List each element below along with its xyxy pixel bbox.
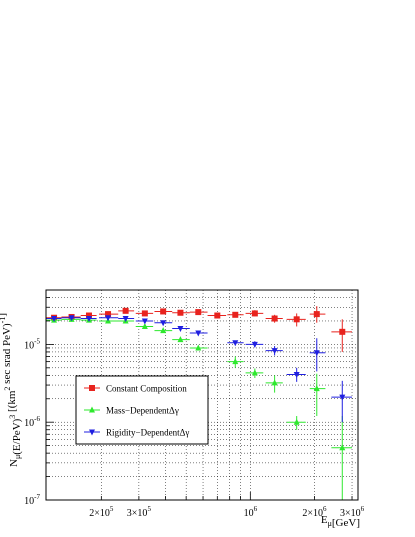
data-point (232, 358, 239, 365)
legend-label: Mass−DependentΔγ (106, 406, 179, 416)
data-point (177, 309, 184, 316)
x-tick-label-exp: 6 (323, 505, 327, 513)
series-layer (46, 306, 353, 500)
data-point (339, 444, 346, 451)
data-point (177, 326, 184, 333)
series-3 (46, 315, 353, 423)
y-tick-label: 10-5 (24, 337, 40, 351)
data-point (160, 327, 167, 334)
x-tick-label-base: 2×10 (89, 508, 110, 519)
data-point (85, 312, 92, 319)
x-tick-label-base: 3×10 (340, 508, 361, 519)
data-point (293, 316, 300, 323)
data-point (141, 318, 148, 325)
x-tick-label-base: 10 (244, 508, 254, 519)
y-tick-label-base: 10 (24, 496, 34, 507)
x-tick-label: 2×106 (302, 505, 327, 519)
data-point (251, 310, 258, 317)
data-point (232, 311, 239, 318)
series-1 (46, 306, 353, 352)
x-tick-label: 3×106 (340, 505, 365, 519)
x-tick-label-exp: 5 (110, 505, 114, 513)
legend: Constant Composition Mass−DependentΔγ Rigi… (75, 375, 209, 445)
y-tick-label: 10-6 (24, 415, 40, 429)
x-tick-label: 3×105 (127, 505, 152, 519)
x-tick-label: 2×105 (89, 505, 114, 519)
data-point (313, 350, 320, 357)
data-point (141, 310, 148, 317)
y-tick-label-base: 10 (24, 418, 34, 429)
x-tick-label: 106 (244, 505, 258, 519)
data-point (293, 418, 300, 425)
x-axis-label: Eμ[GeV] (321, 514, 360, 529)
data-point (313, 311, 320, 318)
x-tick-label-exp: 5 (147, 505, 151, 513)
legend-marker (89, 429, 95, 436)
y-tick-label-base: 10 (24, 340, 34, 351)
legend-label: Constant Composition (106, 384, 187, 394)
data-point (313, 385, 320, 392)
data-point (177, 336, 184, 343)
data-point (141, 322, 148, 329)
data-point (251, 341, 258, 348)
data-point (105, 315, 112, 322)
data-point (122, 316, 129, 323)
x-tick-label-base: 2×10 (302, 508, 323, 519)
data-point (232, 340, 239, 347)
y-axis-label: Nμ(E/PeV)3 [(km2 sec srad PeV)-1] (0, 313, 23, 467)
data-point (122, 307, 129, 314)
legend-marker (89, 385, 95, 391)
y-tick-label-exp: -7 (34, 493, 40, 501)
data-point (251, 369, 258, 376)
y-tick-label-exp: -6 (34, 415, 40, 423)
data-point (160, 320, 167, 327)
data-point (293, 372, 300, 379)
data-point (271, 348, 278, 355)
data-point (85, 316, 92, 323)
data-point (339, 328, 346, 335)
data-point (68, 315, 75, 322)
data-point (51, 316, 58, 323)
data-point (105, 311, 112, 318)
y-tick-label: 10-7 (24, 493, 40, 507)
data-point (160, 308, 167, 315)
data-point (195, 330, 202, 337)
x-tick-label-exp: 6 (254, 505, 258, 513)
data-point (214, 312, 221, 319)
data-point (195, 309, 202, 316)
data-point (195, 344, 202, 351)
y-tick-label-exp: -5 (34, 337, 40, 345)
x-tick-label-exp: 6 (361, 505, 365, 513)
legend-label: Rigidity−DependentΔγ (106, 428, 189, 438)
data-point (271, 379, 278, 386)
data-point (339, 394, 346, 401)
legend-entries: Constant Composition Mass−DependentΔγ Rigi… (84, 384, 189, 438)
data-point (271, 315, 278, 322)
legend-marker (89, 406, 95, 413)
plot-frame (45, 289, 359, 501)
x-tick-label-base: 3×10 (127, 508, 148, 519)
labels-layer: Eμ[GeV] Nμ(E/PeV)3 [(km2 sec srad PeV)-1… (0, 313, 360, 529)
